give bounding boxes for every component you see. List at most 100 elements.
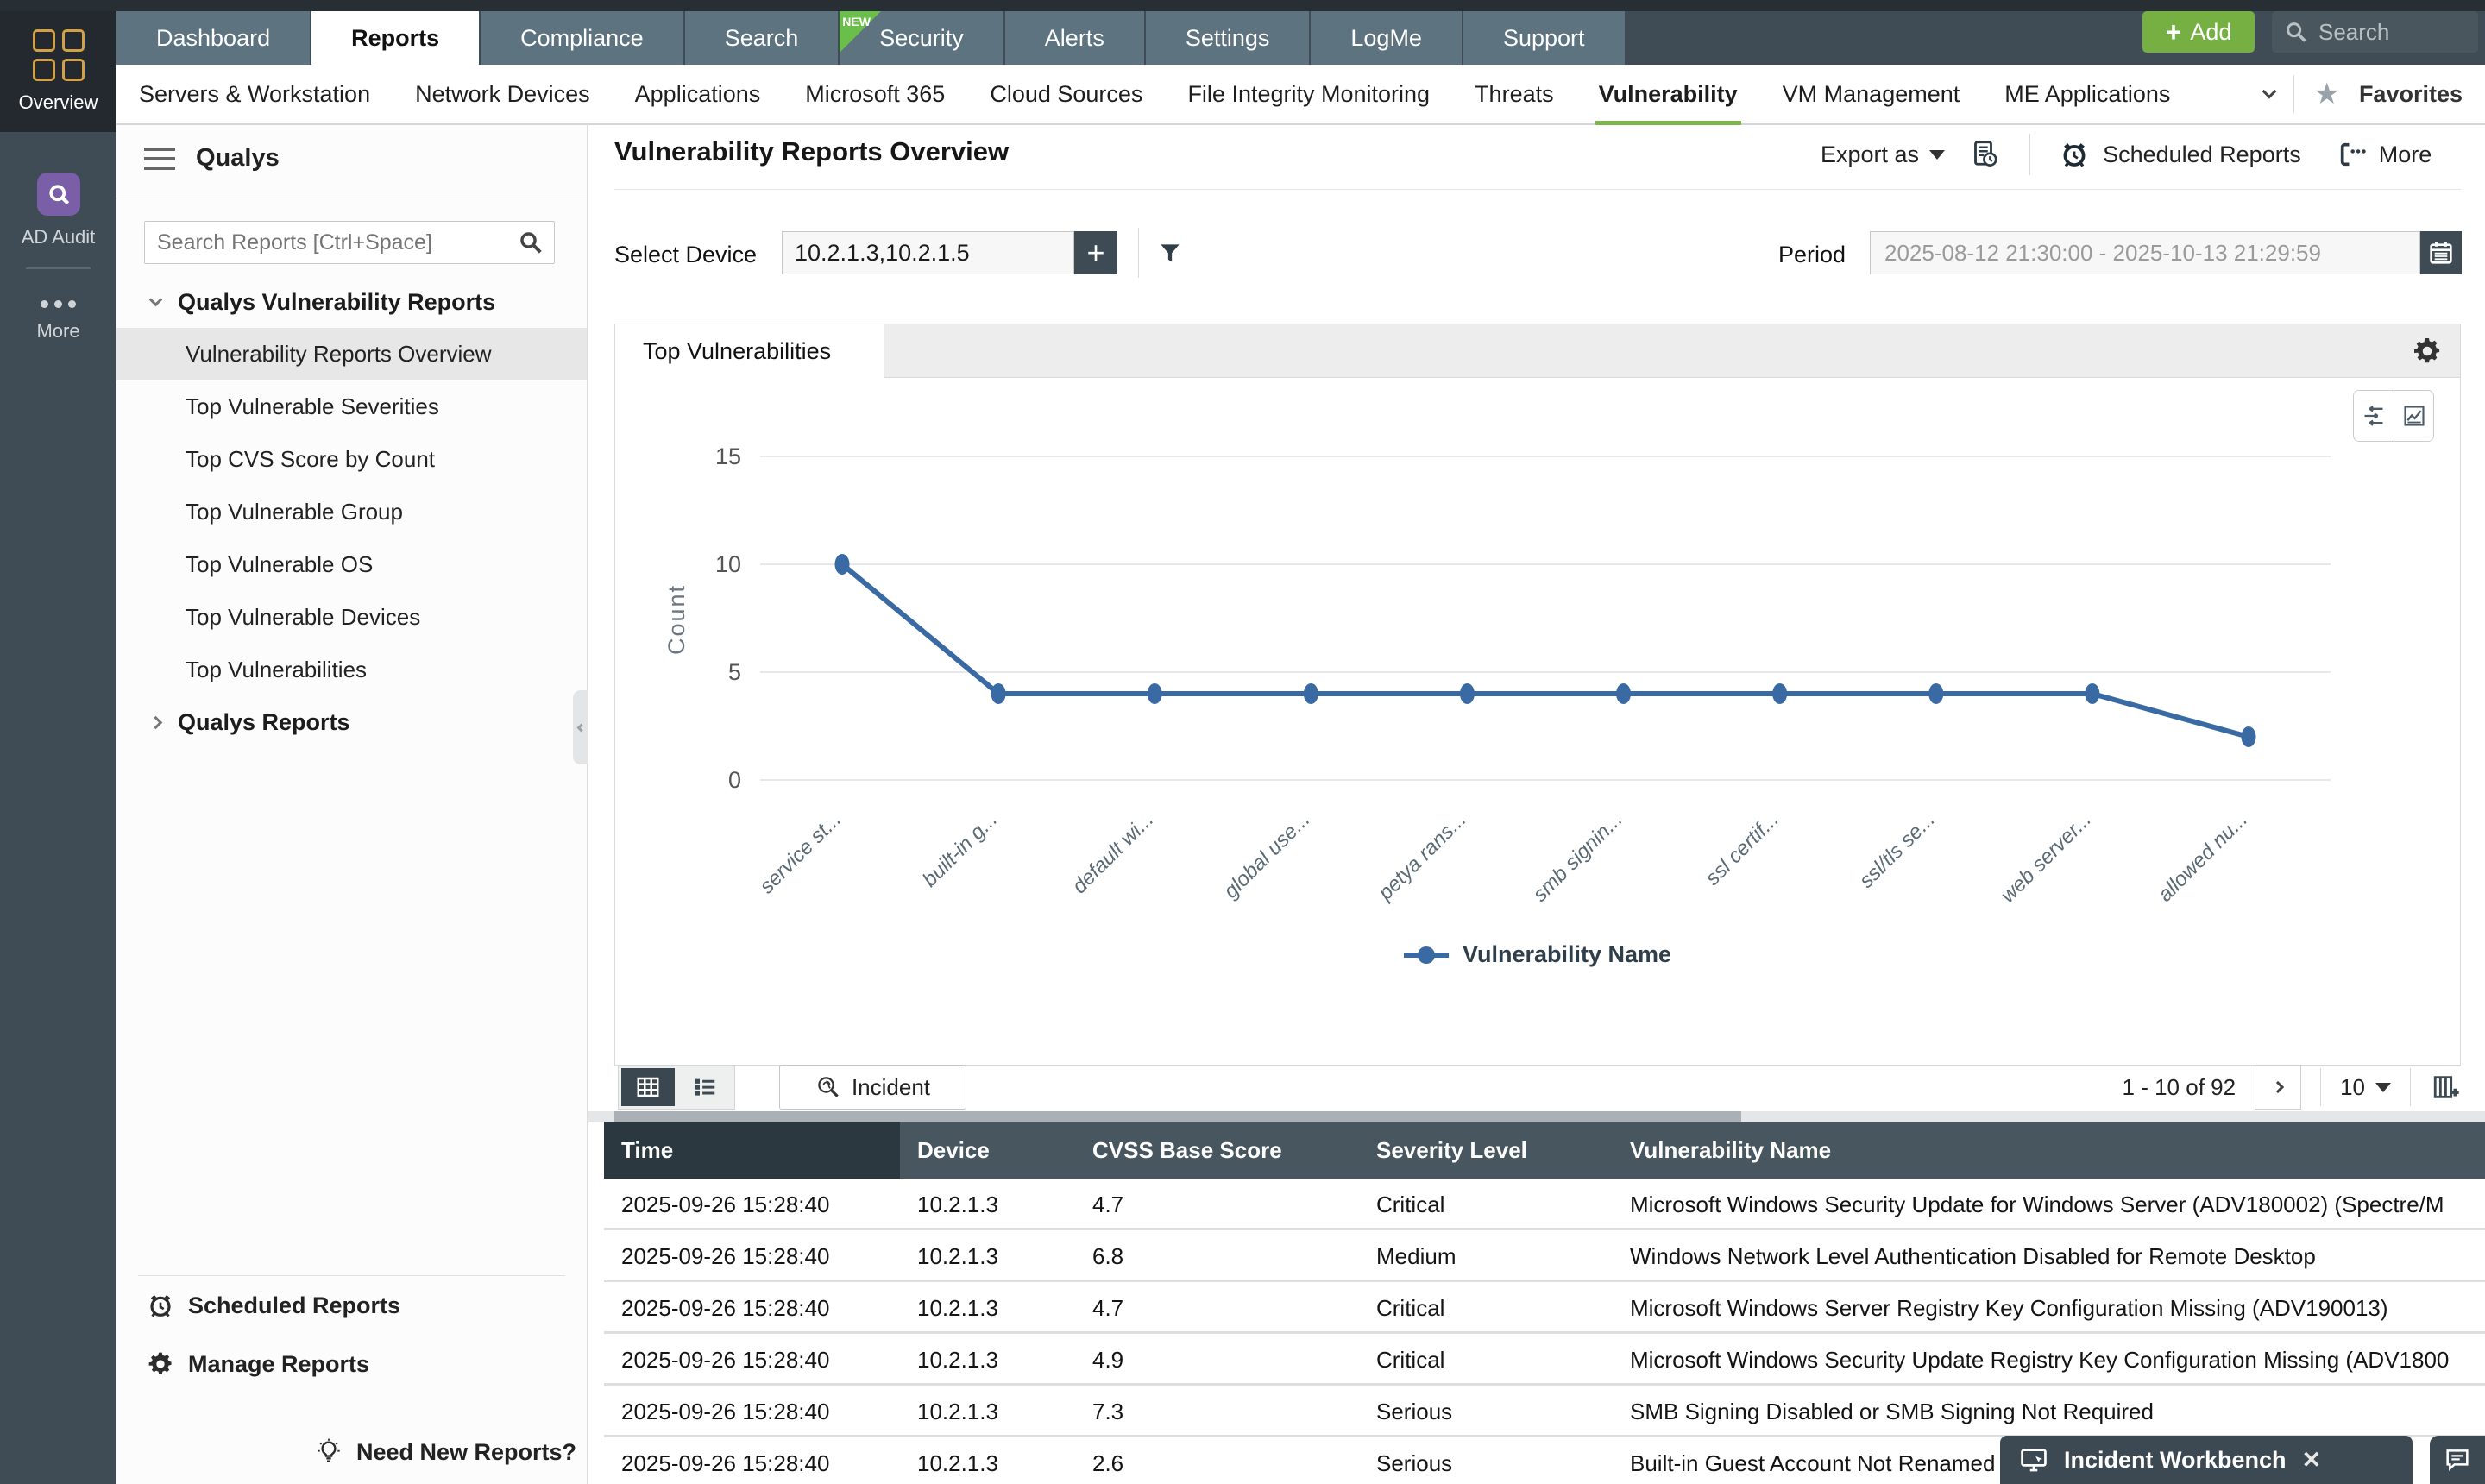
sidebar-item-top-vulnerable-os[interactable]: Top Vulnerable OS: [186, 551, 374, 577]
table-row[interactable]: 2025-09-26 15:28:40 10.2.1.3 6.8 Medium Wind…: [604, 1230, 2485, 1282]
nav-tab-logme[interactable]: LogMe: [1311, 11, 1462, 65]
cell-severity: Serious: [1376, 1399, 1453, 1424]
nav-tab-support[interactable]: Support: [1463, 11, 1625, 65]
list-view-button[interactable]: [678, 1068, 732, 1106]
next-page-button[interactable]: [2255, 1065, 2302, 1110]
device-input[interactable]: 10.2.1.3,10.2.1.5: [782, 231, 1074, 274]
secnav-item-network-devices[interactable]: Network Devices: [415, 80, 590, 107]
alarm-clock-icon: [2063, 143, 2086, 167]
incident-button[interactable]: Incident: [779, 1065, 966, 1110]
global-search-input[interactable]: Search: [2272, 11, 2478, 53]
scheduled-reports-link[interactable]: Scheduled Reports: [147, 1292, 400, 1319]
column-header-severity-level[interactable]: Severity Level: [1376, 1137, 1527, 1163]
nav-tab-reports[interactable]: Reports: [311, 11, 480, 65]
cell-cvss: 4.7: [1092, 1295, 1124, 1321]
table-row[interactable]: 2025-09-26 15:28:40 10.2.1.3 4.7 Critical Mi…: [604, 1179, 2485, 1230]
search-icon: [2287, 22, 2306, 42]
feedback-chat-button[interactable]: [2430, 1436, 2485, 1484]
nav-tab-alerts[interactable]: Alerts: [1004, 11, 1144, 65]
add-button[interactable]: + Add: [2142, 11, 2255, 53]
period-input[interactable]: 2025-08-12 21:30:00 - 2025-10-13 21:29:5…: [1870, 231, 2420, 274]
rail-item-overview[interactable]: Overview: [0, 11, 116, 132]
table-row[interactable]: 2025-09-26 15:28:40 10.2.1.3 4.7 Critical Mi…: [604, 1282, 2485, 1334]
page-size-select[interactable]: 10: [2340, 1074, 2391, 1101]
cell-name: Microsoft Windows Server Registry Key Co…: [1630, 1295, 2388, 1321]
secondary-nav-items: Servers & Workstation Network Devices Appl…: [139, 80, 2171, 125]
tree-group-qualys-vulnerability-reports[interactable]: Qualys Vulnerability Reports: [116, 276, 587, 328]
chart-tab-strip: [615, 324, 2460, 378]
tab-top-vulnerabilities[interactable]: Top Vulnerabilities: [615, 324, 884, 378]
chart-legend[interactable]: Vulnerability Name: [615, 941, 2460, 968]
chart-settings-sliders-icon[interactable]: [2354, 391, 2394, 441]
secnav-item-threats[interactable]: Threats: [1475, 80, 1554, 107]
chart-point: [1303, 683, 1318, 704]
scheduled-reports-button[interactable]: Scheduled Reports: [2103, 141, 2301, 167]
grid-view-button[interactable]: [621, 1068, 675, 1106]
secnav-item-servers-workstation[interactable]: Servers & Workstation: [139, 80, 371, 107]
x-axis-tick-label: built-in g...: [918, 808, 1002, 891]
cell-name: Built-in Guest Account Not Renamed: [1630, 1450, 1996, 1476]
sidebar-item-top-cvs-score-by-count[interactable]: Top CVS Score by Count: [186, 446, 436, 472]
horizontal-scrollbar[interactable]: [588, 1111, 2485, 1122]
legend-label: Vulnerability Name: [1462, 941, 1672, 967]
global-search-placeholder: Search: [2318, 18, 2390, 45]
more-dots-icon: [0, 300, 116, 308]
column-settings-icon[interactable]: [2432, 1072, 2461, 1102]
column-header-cvss-base-score[interactable]: CVSS Base Score: [1092, 1137, 1282, 1163]
rail-item-more[interactable]: More: [0, 300, 116, 343]
table-row[interactable]: 2025-09-26 15:28:40 10.2.1.3 7.3 Serious SMB…: [604, 1386, 2485, 1437]
column-header-time[interactable]: Time: [604, 1122, 900, 1179]
chat-icon: [2446, 1449, 2469, 1471]
report-search-box[interactable]: [144, 221, 555, 264]
secnav-item-vm-management[interactable]: VM Management: [1782, 80, 1960, 107]
chart-point: [1147, 683, 1162, 704]
sidebar-item-top-vulnerabilities[interactable]: Top Vulnerabilities: [186, 657, 368, 682]
close-icon[interactable]: ✕: [2301, 1446, 2322, 1473]
chart-type-icon[interactable]: [2394, 391, 2433, 441]
chevron-down-icon[interactable]: [2262, 84, 2277, 99]
table-row[interactable]: 2025-09-26 15:28:40 10.2.1.3 4.9 Critical Mi…: [604, 1334, 2485, 1386]
rail-item-ad-audit[interactable]: AD Audit: [0, 173, 116, 248]
manage-reports-link[interactable]: Manage Reports: [147, 1350, 369, 1378]
nav-tab-settings[interactable]: Settings: [1145, 11, 1310, 65]
nav-tab-security[interactable]: Security NEW: [840, 11, 1003, 65]
nav-tab-search[interactable]: Search: [684, 11, 839, 65]
favorites-label[interactable]: Favorites: [2358, 80, 2463, 107]
sidebar-item-top-vulnerable-group[interactable]: Top Vulnerable Group: [186, 499, 403, 525]
incident-workbench-bar[interactable]: Incident Workbench ✕: [2000, 1436, 2413, 1484]
top-strip: [0, 0, 2485, 11]
secnav-item-vulnerability[interactable]: Vulnerability: [1595, 80, 1741, 125]
nav-tab-compliance[interactable]: Compliance: [481, 11, 683, 65]
column-header-vulnerability-name[interactable]: Vulnerability Name: [1630, 1137, 1832, 1163]
calendar-button[interactable]: [2420, 231, 2462, 274]
need-new-reports-link[interactable]: Need New Reports?: [315, 1438, 576, 1466]
export-as-button[interactable]: Export as: [1821, 141, 1920, 167]
secnav-item-file-integrity-monitoring[interactable]: File Integrity Monitoring: [1187, 80, 1431, 107]
rail-ad-audit-label: AD Audit: [21, 226, 96, 248]
divider: [2029, 134, 2031, 175]
cell-severity: Critical: [1376, 1295, 1445, 1321]
sidebar-item-top-vulnerable-severities[interactable]: Top Vulnerable Severities: [186, 393, 439, 419]
column-header-device[interactable]: Device: [917, 1137, 990, 1163]
nav-tab-dashboard[interactable]: Dashboard: [116, 11, 311, 65]
sidebar-item-top-vulnerable-devices[interactable]: Top Vulnerable Devices: [186, 604, 421, 630]
export-history-icon[interactable]: [1969, 139, 2000, 170]
chart-point: [2241, 726, 2256, 747]
secnav-item-cloud-sources[interactable]: Cloud Sources: [990, 80, 1143, 107]
gear-icon: [148, 1352, 172, 1374]
secnav-item-microsoft-365[interactable]: Microsoft 365: [805, 80, 946, 107]
overview-grid-icon: [32, 29, 85, 81]
hamburger-menu-icon[interactable]: [144, 148, 175, 176]
scrollbar-thumb[interactable]: [614, 1111, 1741, 1122]
report-search-input[interactable]: [145, 230, 518, 255]
secnav-item-applications[interactable]: Applications: [634, 80, 761, 107]
device-add-button[interactable]: +: [1074, 231, 1117, 274]
tree-group-qualys-reports[interactable]: Qualys Reports: [116, 696, 587, 748]
sidebar-item-vulnerability-reports-overview[interactable]: Vulnerability Reports Overview: [116, 328, 587, 380]
gear-icon[interactable]: [2412, 336, 2443, 367]
sidebar-collapse-handle[interactable]: [573, 690, 588, 764]
filter-funnel-icon[interactable]: [1156, 240, 1184, 267]
more-button[interactable]: More: [2378, 141, 2432, 167]
favorites-star-icon[interactable]: ★: [2313, 78, 2340, 110]
secnav-item-me-applications[interactable]: ME Applications: [2004, 80, 2171, 107]
